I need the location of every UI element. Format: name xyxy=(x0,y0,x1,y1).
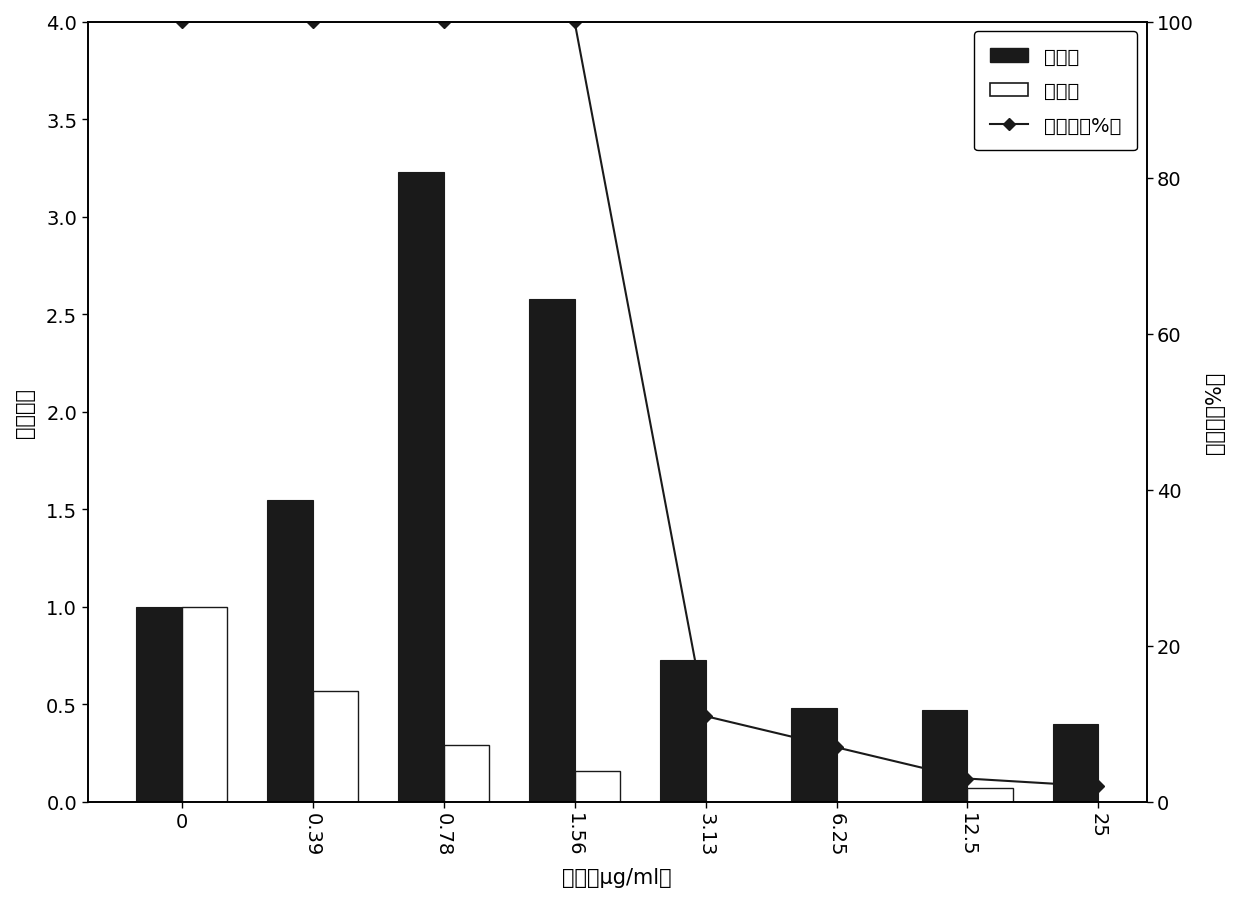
Legend: 培养基, 细胞壁, 生长率（%）: 培养基, 细胞壁, 生长率（%） xyxy=(973,32,1137,152)
Bar xyxy=(136,607,181,802)
Y-axis label: 相对活性: 相对活性 xyxy=(15,387,35,437)
Bar xyxy=(967,788,1013,802)
Bar xyxy=(181,607,227,802)
Bar xyxy=(267,500,312,802)
Bar xyxy=(574,771,620,802)
Bar xyxy=(444,746,490,802)
Bar xyxy=(791,709,837,802)
Bar xyxy=(921,711,967,802)
Bar xyxy=(1053,724,1099,802)
Bar xyxy=(660,659,706,802)
X-axis label: 浓度（μg/ml）: 浓度（μg/ml） xyxy=(562,867,672,887)
Y-axis label: 生长率（%）: 生长率（%） xyxy=(1205,372,1225,454)
Bar xyxy=(528,299,574,802)
Bar xyxy=(398,172,444,802)
Bar xyxy=(312,691,358,802)
